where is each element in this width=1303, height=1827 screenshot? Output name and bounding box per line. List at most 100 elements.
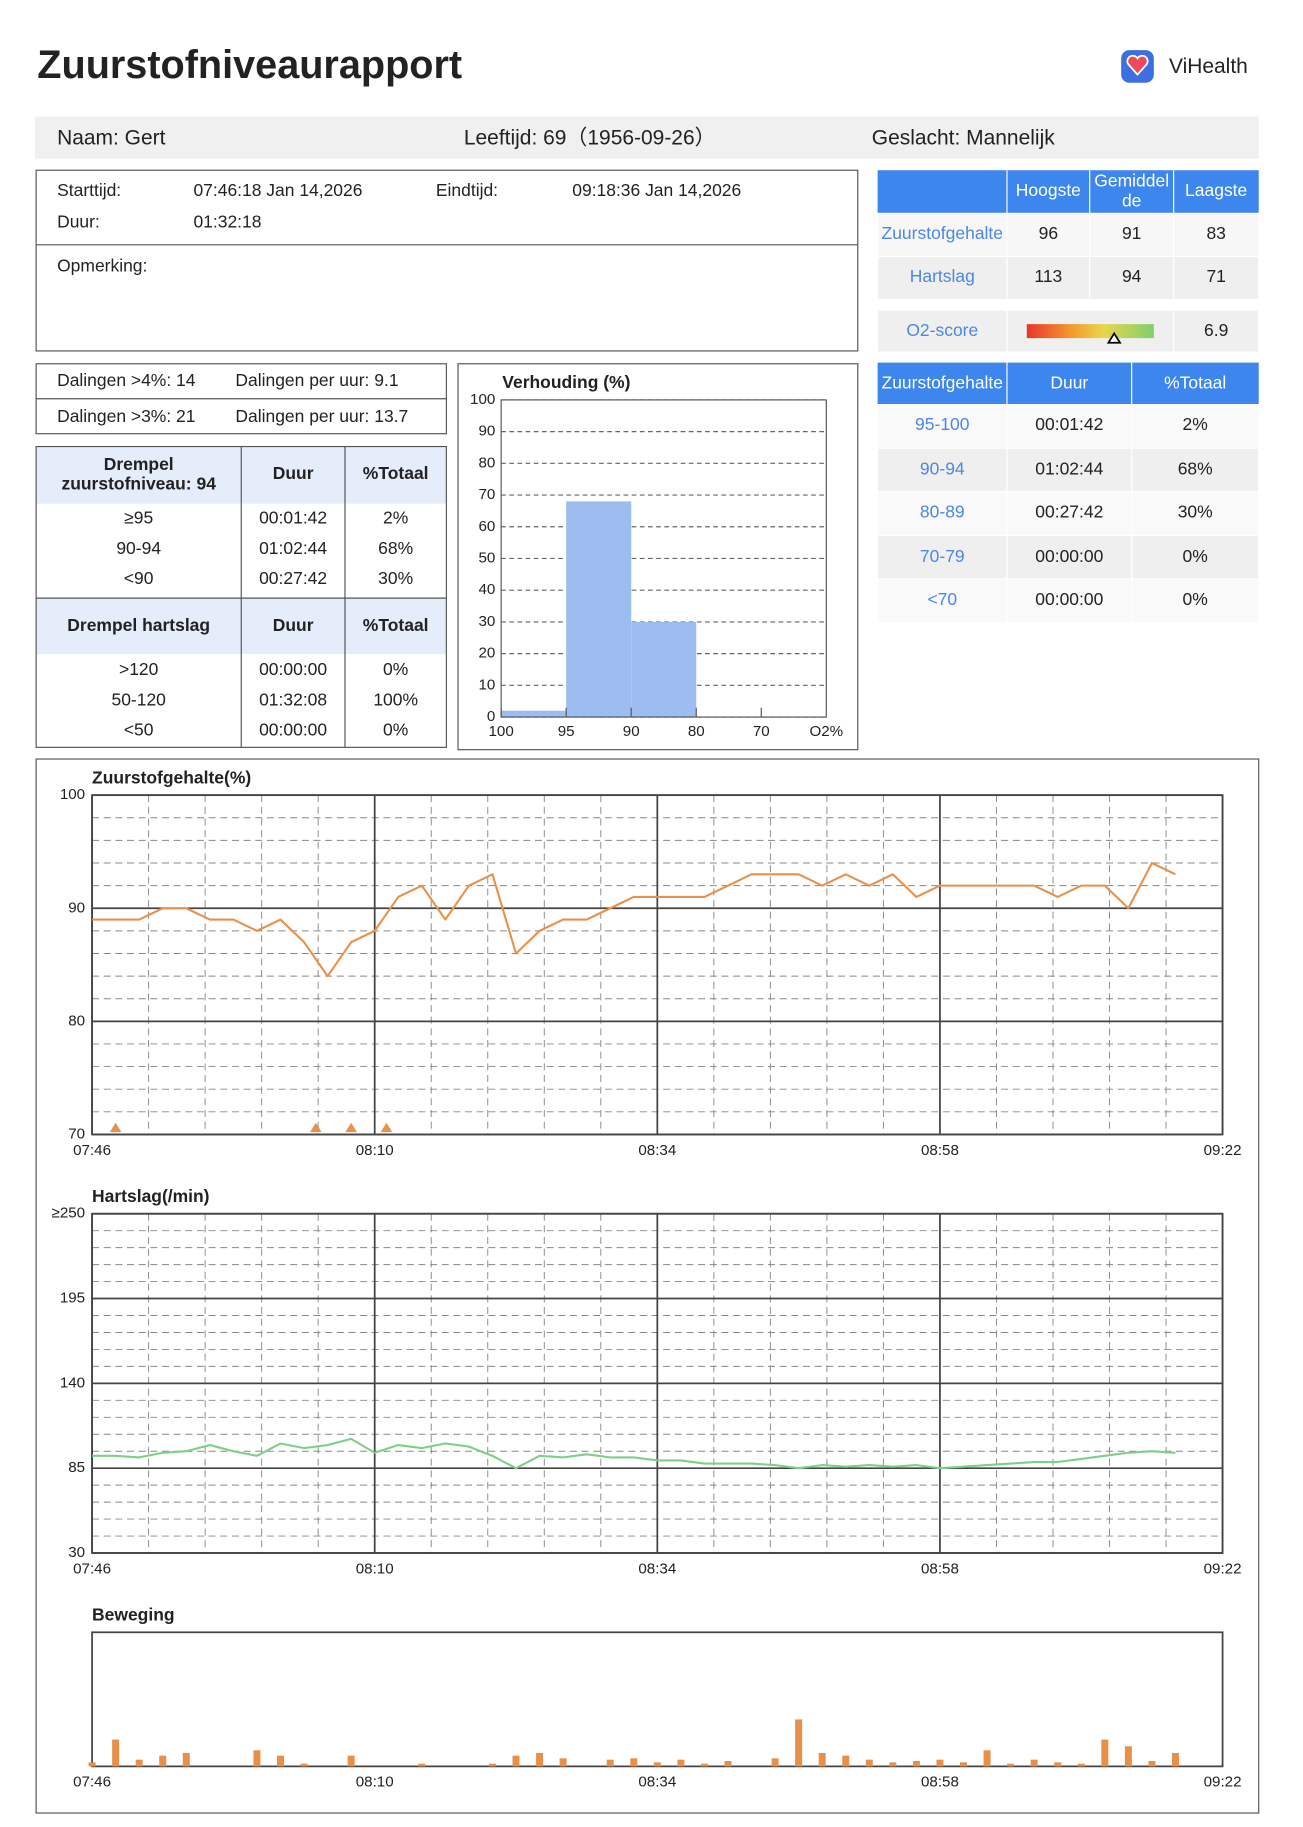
motion-bar xyxy=(536,1752,544,1767)
table-cell: 2% xyxy=(383,508,409,528)
table-cell-bg xyxy=(1089,255,1175,301)
table-cell-cell: <90 xyxy=(124,569,154,588)
table-cell-cell: 0% xyxy=(1183,590,1208,609)
motion-bar xyxy=(418,1763,426,1767)
table-cell: 50-120 xyxy=(111,689,166,710)
y-tick-label: 60 xyxy=(478,518,495,535)
drop-event xyxy=(109,1122,122,1133)
table-cell-bg xyxy=(1173,309,1260,353)
motion-bar xyxy=(1148,1761,1156,1767)
table-header: Gemiddelde xyxy=(1094,171,1170,211)
table-cell-cell: 68% xyxy=(1177,459,1213,479)
motion-bar xyxy=(488,1763,496,1767)
table-cell-cell: ≥95 xyxy=(124,508,153,527)
table-cell-cell: 50-120 xyxy=(111,689,166,710)
y-tick-label: 30 xyxy=(68,1544,85,1561)
table-header: Duur xyxy=(272,464,314,485)
row-label: Zuurstofgehalte xyxy=(881,224,1004,244)
row-label: 70-79 xyxy=(919,546,965,567)
table-cell-bg xyxy=(1131,534,1260,580)
table-cell: 68% xyxy=(1177,459,1213,479)
y-tick-label: 90 xyxy=(68,899,85,916)
table-cell: 68% xyxy=(378,538,414,559)
table-cell-bg xyxy=(877,491,1008,536)
table-cell: 00:00:00 xyxy=(1035,546,1104,567)
table-header-bg xyxy=(877,362,1259,405)
table-cell-cell: 113 xyxy=(1034,268,1062,287)
table-header-cell: Zuurstofgehalte xyxy=(882,373,1003,392)
table-cell-cell: 00:00:00 xyxy=(259,660,327,679)
motion-bar xyxy=(1124,1746,1132,1767)
motion-bar xyxy=(865,1759,873,1767)
table-header-cell: Drempel hartslag xyxy=(67,616,210,635)
table-cell-cell: 0% xyxy=(383,721,408,740)
y-tick-label: 70 xyxy=(478,486,495,503)
table-cell-bg xyxy=(1131,403,1260,449)
motion-bar xyxy=(630,1758,638,1767)
y-tick-label: 0 xyxy=(487,708,495,725)
motion-bar xyxy=(606,1759,614,1767)
table-header-cell: %Totaal xyxy=(363,616,429,635)
table-cell-cell: 00:00:00 xyxy=(1035,590,1103,609)
plot-frame xyxy=(91,794,1224,1136)
table-header-cell: Drempel zuurstofniveau: 94 xyxy=(61,454,216,494)
table-cell-cell: 00:01:42 xyxy=(1035,416,1103,435)
motion-bar xyxy=(771,1758,779,1767)
patient-bar xyxy=(34,116,1259,159)
table-header-cell: %Totaal xyxy=(1164,373,1226,392)
table-cell: >120 xyxy=(118,659,159,680)
table-cell-cell: 00:01:42 xyxy=(259,508,328,528)
o2-score-marker xyxy=(1106,331,1122,344)
o2-score: 6.9 xyxy=(1204,320,1229,341)
x-tick-label: 08:58 xyxy=(921,1774,959,1791)
motion-bar xyxy=(960,1762,968,1767)
motion-bar xyxy=(724,1761,732,1767)
motion-bar xyxy=(1171,1752,1179,1767)
table-cell-bg xyxy=(1089,212,1175,258)
table-cell-bg xyxy=(1006,403,1133,449)
row-label-cell: Hartslag xyxy=(909,267,975,288)
motion-bar xyxy=(936,1759,944,1767)
table-header: Drempel zuurstofniveau: 94 xyxy=(61,454,216,494)
end-time: 09:18:36 Jan 14,2026 xyxy=(572,180,741,200)
duration-label: Duur: xyxy=(57,211,100,231)
motion-bar xyxy=(1077,1763,1085,1767)
table-cell-cell: 91 xyxy=(1121,224,1142,244)
chart-title: Hartslag(/min) xyxy=(92,1186,209,1206)
chart-title: Zuurstofgehalte(%) xyxy=(92,767,251,787)
end-label: Eindtijd: xyxy=(436,180,498,200)
motion-bar xyxy=(253,1750,261,1767)
patient-age: Leeftijd: 69（1956-09-26） xyxy=(464,126,716,149)
x-tick-label: 100 xyxy=(489,723,514,740)
motion-bar xyxy=(1054,1762,1062,1767)
table-cell-cell: 2% xyxy=(383,508,409,528)
table-cell-cell: 00:00:00 xyxy=(1035,546,1104,567)
table-cell-bg xyxy=(877,212,1008,258)
motion-bar xyxy=(1101,1739,1109,1767)
drop-event xyxy=(380,1122,393,1133)
histogram-box xyxy=(457,363,859,751)
brand-heart xyxy=(1126,54,1149,76)
row-label: O2-score xyxy=(906,320,979,341)
row-label-cell: 95-100 xyxy=(915,416,969,435)
x-tick-label: 07:46 xyxy=(73,1560,111,1577)
table-cell: 01:02:44 xyxy=(259,538,328,559)
row-label: Hartslag xyxy=(909,267,975,288)
table-cell: 30% xyxy=(1177,502,1213,523)
row-label-cell: Zuurstofgehalte xyxy=(881,224,1004,244)
table-cell: 00:27:42 xyxy=(259,568,328,589)
table-cell: 00:01:42 xyxy=(259,508,328,528)
table-cell: 91 xyxy=(1121,224,1142,244)
x-tick-label: 08:34 xyxy=(638,1560,676,1577)
y-tick-label: 140 xyxy=(60,1374,85,1391)
y-tick-label: 50 xyxy=(478,549,495,566)
table-cell-cell: 0% xyxy=(1183,547,1208,566)
table-cell-cell: 96 xyxy=(1039,224,1058,243)
drop-stat: Dalingen per uur: 13.7 xyxy=(235,406,408,426)
motion-bar xyxy=(159,1755,167,1767)
motion-bar xyxy=(1030,1759,1038,1767)
x-tick-label: 08:34 xyxy=(638,1142,676,1159)
table-cell-cell: <50 xyxy=(124,721,154,740)
table-cell-bg xyxy=(877,309,1008,353)
